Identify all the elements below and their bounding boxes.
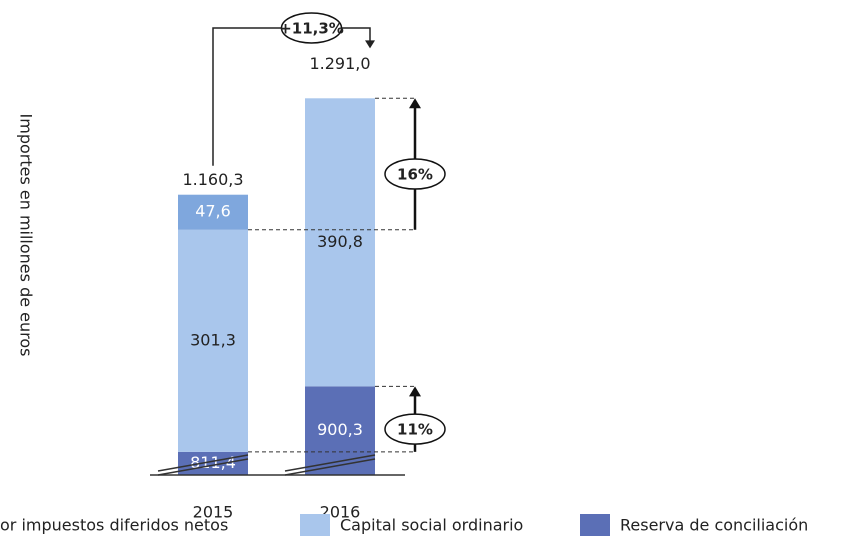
annotation: 11%	[397, 421, 433, 439]
bar-segment	[305, 98, 375, 387]
legend-swatch	[580, 514, 610, 536]
annotation: +11,3%	[279, 20, 344, 38]
bar-segment	[178, 229, 248, 452]
axis-break	[157, 454, 249, 476]
x-tick-label: 2015	[193, 503, 234, 522]
arrow-head	[409, 98, 421, 109]
bar-segment	[305, 386, 375, 475]
annotation-oval	[280, 12, 343, 44]
total-label: 1.160,3	[182, 170, 243, 189]
axis-break	[284, 454, 376, 476]
annotation-oval	[384, 413, 446, 445]
legend-label: Capital social ordinario	[340, 516, 523, 535]
legend-label: or impuestos diferidos netos	[0, 516, 228, 535]
growth-arrow-head	[365, 40, 375, 49]
value-label: 47,6	[195, 202, 231, 221]
y-axis-label: Importes en millones de euros	[17, 114, 36, 357]
legend-swatch	[300, 514, 330, 536]
value-label: 900,3	[317, 420, 363, 439]
bar-segment	[178, 194, 248, 230]
legend-label: Reserva de conciliación	[620, 516, 808, 535]
value-label: 301,3	[190, 330, 236, 349]
value-label: 390,8	[317, 232, 363, 251]
value-label: 0,0	[327, 78, 352, 97]
total-label: 1.291,0	[309, 54, 370, 73]
arrow-head	[409, 386, 421, 397]
annotation-oval	[384, 158, 446, 190]
annotation: 16%	[397, 166, 433, 184]
